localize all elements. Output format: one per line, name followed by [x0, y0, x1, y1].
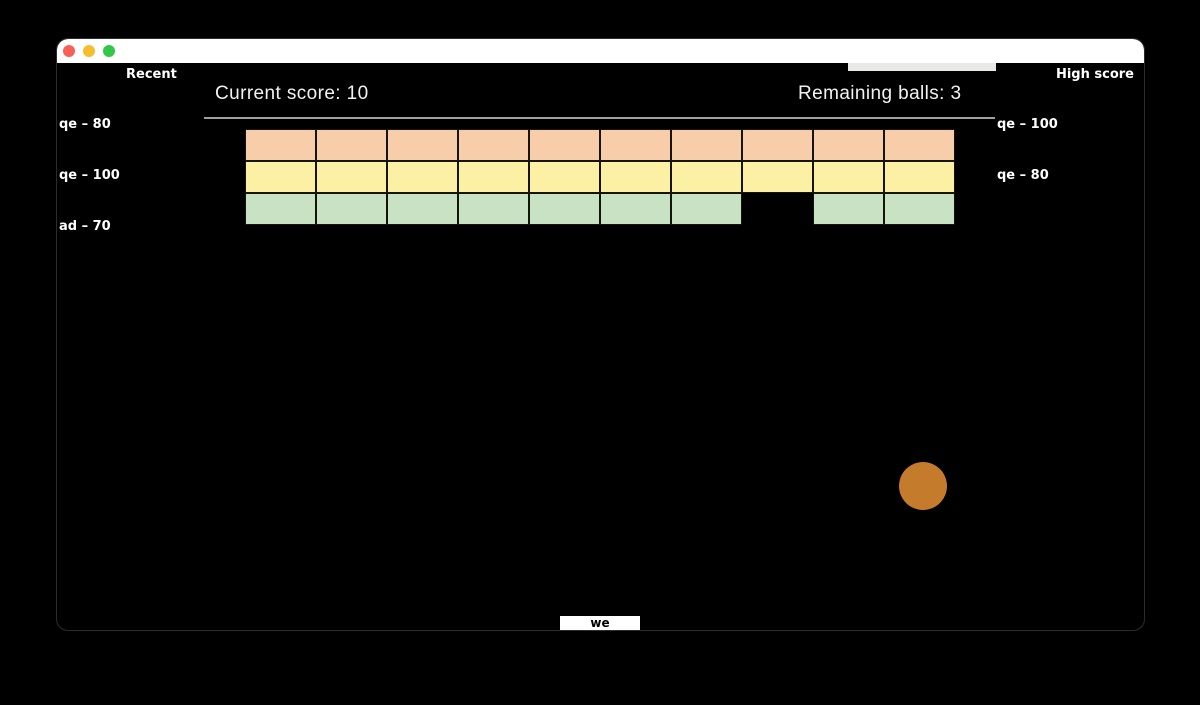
brick: [884, 129, 955, 161]
brick: [458, 161, 529, 193]
maximize-button[interactable]: [103, 45, 115, 57]
scoreboard-divider: [204, 117, 995, 119]
current-score-label: Current score: 10: [215, 83, 369, 104]
close-button[interactable]: [63, 45, 75, 57]
brick: [600, 193, 671, 225]
brick: [529, 129, 600, 161]
brick: [458, 129, 529, 161]
brick: [387, 193, 458, 225]
brick: [671, 193, 742, 225]
recent-score-list: qe – 80 qe – 100 ad – 70: [59, 82, 120, 269]
brick: [316, 161, 387, 193]
brick: [529, 161, 600, 193]
highscore-list: qe – 100 qe – 80: [997, 82, 1058, 218]
ball: [899, 462, 947, 510]
brick: [316, 193, 387, 225]
brick: [742, 161, 813, 193]
remaining-balls-label: Remaining balls: 3: [798, 83, 962, 104]
window-titlebar: [57, 39, 1144, 63]
brick: [884, 193, 955, 225]
brick: [742, 193, 813, 225]
brick: [884, 161, 955, 193]
scrollbar-strip: [848, 63, 996, 71]
minimize-button[interactable]: [83, 45, 95, 57]
brick: [742, 129, 813, 161]
brick: [316, 129, 387, 161]
brick: [245, 129, 316, 161]
brick: [245, 193, 316, 225]
recent-score-item: ad – 70: [59, 219, 111, 234]
brick: [245, 161, 316, 193]
recent-panel-title: Recent: [126, 67, 177, 82]
brick: [529, 193, 600, 225]
brick: [813, 161, 884, 193]
brick: [600, 129, 671, 161]
brick: [387, 129, 458, 161]
brick-grid: [245, 129, 955, 225]
brick: [671, 129, 742, 161]
highscore-panel-title: High score: [1055, 67, 1134, 82]
highscore-item: qe – 80: [997, 168, 1049, 183]
brick: [387, 161, 458, 193]
paddle[interactable]: we: [560, 616, 640, 630]
brick: [813, 193, 884, 225]
recent-score-item: qe – 80: [59, 117, 111, 132]
brick: [671, 161, 742, 193]
game-window: Recent qe – 80 qe – 100 ad – 70 High sco…: [56, 38, 1145, 631]
highscore-item: qe – 100: [997, 117, 1058, 132]
brick: [458, 193, 529, 225]
brick: [813, 129, 884, 161]
recent-score-item: qe – 100: [59, 168, 120, 183]
brick: [600, 161, 671, 193]
